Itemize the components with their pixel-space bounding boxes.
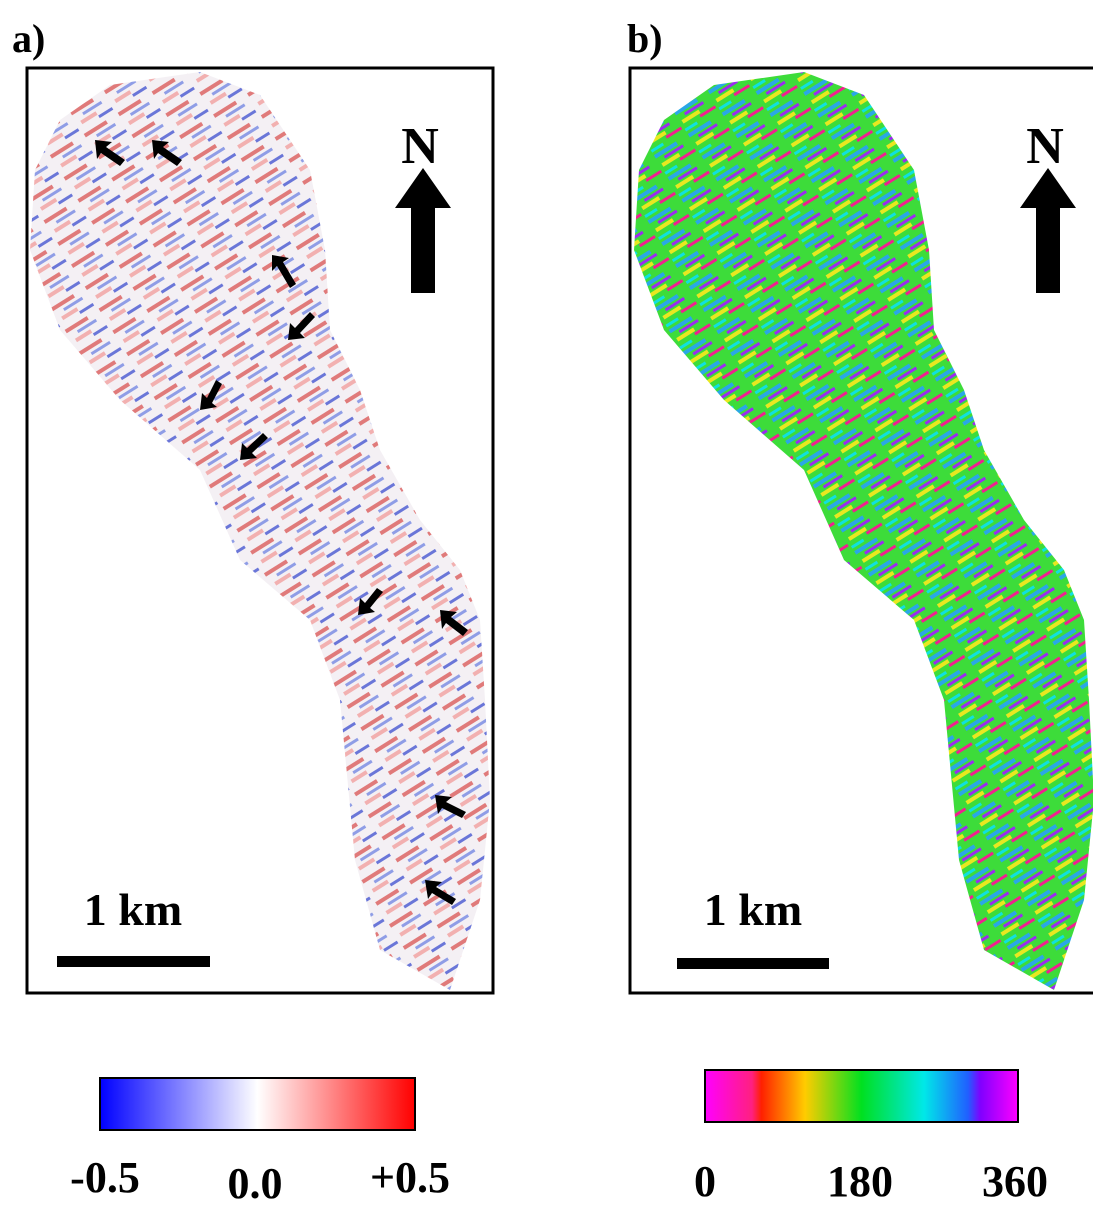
colorbar-tick: +0.5 bbox=[370, 1153, 450, 1202]
scale-bar bbox=[57, 956, 210, 967]
panel-b: b) N 1 km 0 180 360 bbox=[627, 16, 1093, 1206]
panel-label: a) bbox=[12, 16, 45, 61]
colorbar-tick: 0 bbox=[694, 1157, 716, 1206]
panel-label: b) bbox=[627, 16, 663, 61]
colorbar-tick: -0.5 bbox=[70, 1153, 140, 1202]
scale-label: 1 km bbox=[704, 884, 802, 935]
panel-a: a) N 1 km -0.5 0.0 +0.5 bbox=[12, 16, 493, 1208]
scale-label: 1 km bbox=[84, 884, 182, 935]
colorbar bbox=[705, 1070, 1018, 1122]
colorbar-tick: 180 bbox=[827, 1157, 893, 1206]
north-label: N bbox=[401, 118, 439, 175]
colorbar bbox=[100, 1078, 415, 1130]
figure: a) N 1 km -0.5 0.0 +0.5 b) N 1 km bbox=[0, 0, 1093, 1209]
colorbar-tick: 0.0 bbox=[228, 1159, 283, 1208]
scale-bar bbox=[677, 958, 829, 969]
colorbar-tick: 360 bbox=[982, 1157, 1048, 1206]
north-label: N bbox=[1026, 118, 1064, 175]
